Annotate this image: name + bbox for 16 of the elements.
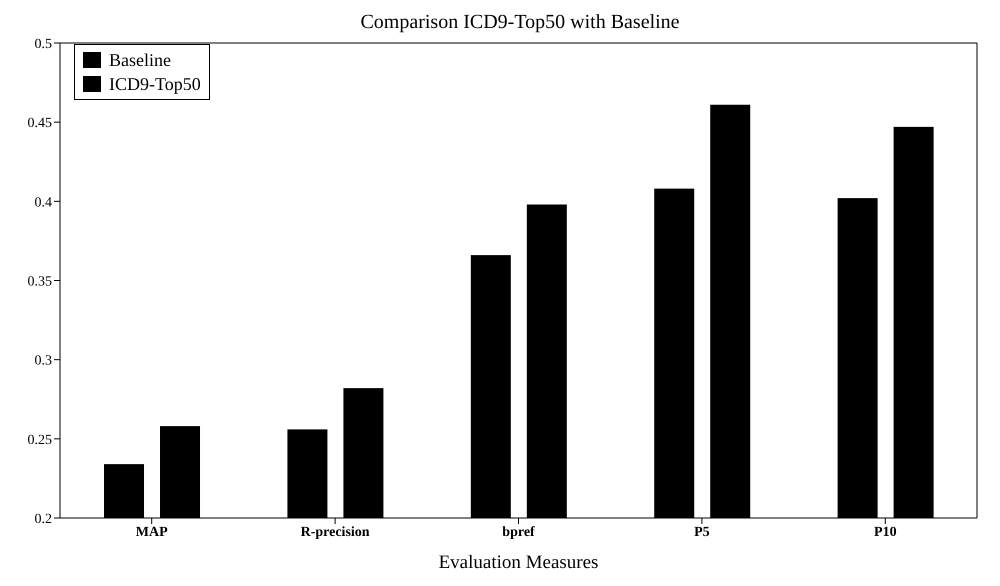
y-tick-label: 0.3 xyxy=(34,354,52,369)
legend-label: Baseline xyxy=(109,49,171,72)
y-tick-label: 0.45 xyxy=(28,116,52,132)
y-tick-label: 0.2 xyxy=(34,512,52,527)
legend-label: ICD9-Top50 xyxy=(109,73,201,96)
y-tick-label: 0.25 xyxy=(28,432,52,448)
x-tick-label: P10 xyxy=(874,524,897,540)
x-tick-label: P5 xyxy=(694,524,710,540)
x-tick-label: R-precision xyxy=(300,524,370,540)
y-tick-label: 0.5 xyxy=(34,36,52,52)
x-tick-label: bpref xyxy=(502,524,536,540)
x-axis-title: Evaluation Measures xyxy=(438,552,598,573)
chart-title: Comparison ICD9-Top50 with Baseline xyxy=(359,10,681,35)
x-tick-label: MAP xyxy=(136,524,168,540)
y-tick-label: 0.35 xyxy=(28,274,52,290)
y-tick-label: 0.4 xyxy=(34,195,52,210)
